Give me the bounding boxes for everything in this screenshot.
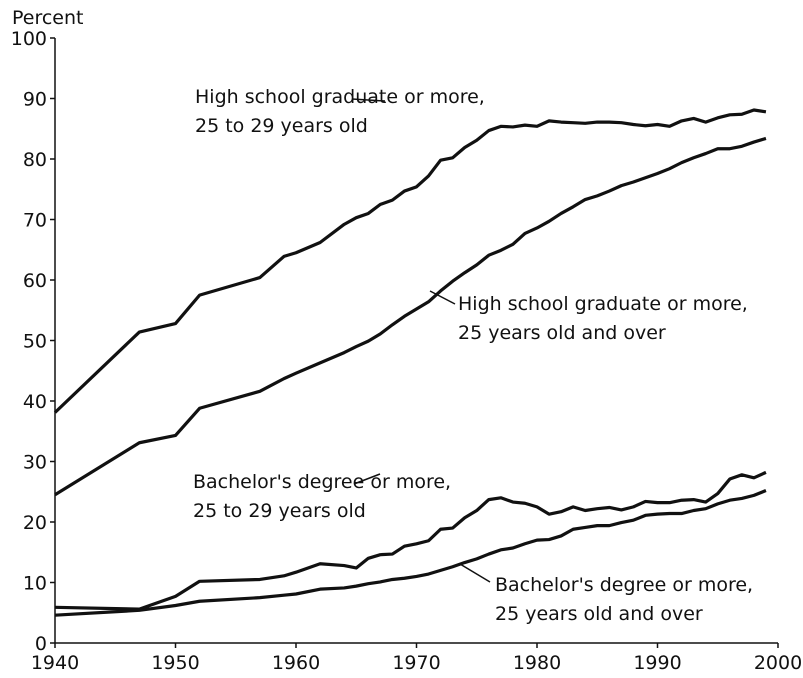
x-tick-label: 2000 — [754, 652, 802, 674]
y-tick-label: 50 — [23, 331, 47, 353]
y-tick-label: 10 — [23, 573, 47, 595]
y-tick-label: 60 — [23, 270, 47, 292]
leader-line — [429, 290, 456, 305]
leader-line — [351, 98, 386, 102]
x-tick-label: 1970 — [392, 652, 440, 674]
leader-line — [353, 473, 381, 485]
series-label: Bachelor's degree or more, — [495, 574, 753, 596]
y-tick-label: 80 — [23, 149, 47, 171]
leader-line — [459, 563, 491, 583]
series-label: 25 to 29 years old — [193, 500, 366, 522]
y-tick-label: 0 — [35, 633, 47, 655]
y-tick-label: 20 — [23, 512, 47, 534]
y-axis-label: Percent — [12, 7, 84, 29]
y-tick-label: 30 — [23, 452, 47, 474]
series-line — [53, 108, 767, 414]
series-label: Bachelor's degree or more, — [193, 471, 451, 493]
series-label: High school graduate or more, — [195, 86, 485, 108]
x-tick-label: 1990 — [633, 652, 681, 674]
x-tick-label: 1950 — [151, 652, 199, 674]
series-label: 25 years old and over — [458, 322, 666, 344]
y-tick-label: 90 — [23, 89, 47, 111]
series-label: 25 to 29 years old — [195, 115, 368, 137]
y-tick-label: 40 — [23, 391, 47, 413]
x-tick-label: 1980 — [513, 652, 561, 674]
x-tick-label: 1940 — [31, 652, 79, 674]
series-label: 25 years old and over — [495, 603, 703, 625]
y-tick-label: 70 — [23, 210, 47, 232]
x-tick-label: 1960 — [272, 652, 320, 674]
series-line — [54, 470, 767, 611]
series-line — [54, 489, 767, 617]
series-line — [54, 136, 767, 497]
series-label: High school graduate or more, — [458, 293, 748, 315]
y-tick-label: 100 — [11, 28, 47, 50]
